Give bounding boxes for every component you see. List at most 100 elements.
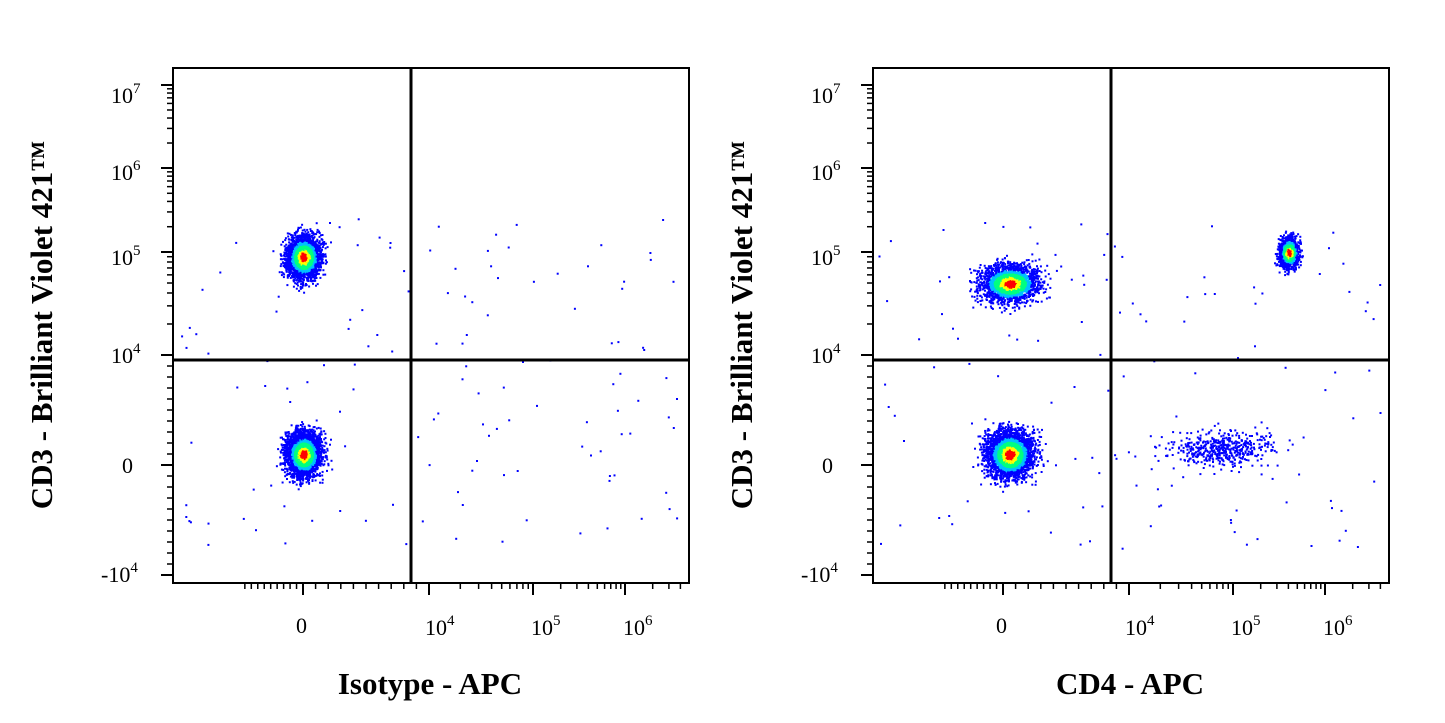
event-point <box>297 432 300 435</box>
event-point <box>323 445 326 448</box>
event-point <box>318 240 321 243</box>
event-point <box>290 248 293 251</box>
event-point <box>289 451 292 454</box>
event-point <box>319 460 322 463</box>
event-point <box>326 469 328 472</box>
event-point <box>291 473 294 476</box>
event-point <box>318 247 320 250</box>
event-point <box>308 433 311 436</box>
event-point <box>307 475 310 478</box>
event-point <box>299 429 302 432</box>
event-point <box>295 443 298 446</box>
event-point <box>309 470 312 472</box>
event-point <box>300 241 303 244</box>
event-point <box>316 446 319 449</box>
event-point <box>308 247 311 250</box>
event-point <box>287 472 289 475</box>
event-point <box>313 271 316 274</box>
event-point <box>308 252 311 255</box>
event-point <box>294 282 297 285</box>
event-point <box>297 273 300 276</box>
event-point <box>313 277 316 280</box>
event-point <box>305 242 308 244</box>
event-point <box>339 410 341 413</box>
event-point <box>579 532 582 535</box>
event-point <box>304 247 307 250</box>
event-point <box>321 481 324 484</box>
event-point <box>662 219 665 221</box>
event-point <box>279 258 282 261</box>
event-point <box>465 365 468 368</box>
event-point <box>642 346 645 349</box>
event-point <box>319 454 322 457</box>
event-point <box>620 433 623 436</box>
event-point <box>305 433 308 436</box>
event-point <box>289 273 292 276</box>
event-point <box>288 241 291 244</box>
event-point <box>623 280 626 283</box>
event-point <box>495 427 498 430</box>
event-point <box>297 439 300 442</box>
event-point <box>290 233 292 236</box>
event-point <box>285 448 288 450</box>
event-point <box>295 466 298 469</box>
event-point <box>299 269 302 272</box>
event-point <box>310 468 313 471</box>
event-point <box>495 233 498 236</box>
event-point <box>286 478 288 480</box>
event-point <box>308 428 311 431</box>
event-point <box>307 239 310 242</box>
event-point <box>319 257 322 260</box>
event-point <box>283 471 286 474</box>
event-point <box>289 255 292 258</box>
event-point <box>287 254 290 257</box>
event-point <box>316 262 319 265</box>
event-point <box>294 271 297 274</box>
event-point <box>312 232 315 234</box>
event-point <box>649 252 652 254</box>
event-point <box>279 253 282 256</box>
event-point <box>314 479 317 482</box>
event-point <box>294 442 297 445</box>
event-point <box>292 272 295 274</box>
event-point <box>290 469 293 472</box>
event-point <box>314 449 317 452</box>
event-point <box>291 454 294 456</box>
event-point <box>283 452 286 455</box>
event-point <box>311 465 314 468</box>
event-point <box>303 429 306 431</box>
event-point <box>285 270 288 273</box>
event-point <box>668 508 671 511</box>
event-point <box>292 269 295 272</box>
event-point <box>289 401 292 403</box>
event-point <box>317 266 320 269</box>
event-point <box>320 255 323 258</box>
event-point <box>324 451 327 454</box>
event-point <box>317 253 320 256</box>
event-point <box>290 251 293 254</box>
event-point <box>317 259 320 262</box>
event-point <box>299 473 302 476</box>
event-point <box>288 453 291 456</box>
event-point <box>314 267 317 269</box>
event-point <box>303 228 306 231</box>
event-point <box>287 431 290 433</box>
event-point <box>291 456 294 459</box>
event-point <box>291 432 294 435</box>
event-point <box>304 236 307 239</box>
event-point <box>323 451 325 454</box>
event-point <box>282 453 285 456</box>
event-point <box>277 448 280 451</box>
event-point <box>301 429 304 432</box>
event-point <box>312 265 314 267</box>
event-point <box>302 279 305 282</box>
plot-isotype: 107 106 105 104 0 -104 0 104 105 106 Iso… <box>24 67 690 701</box>
event-point <box>302 246 305 249</box>
event-point <box>280 448 283 451</box>
event-point <box>286 450 289 453</box>
event-point <box>329 443 331 446</box>
event-point <box>313 432 316 435</box>
event-point <box>288 258 291 261</box>
event-point <box>637 399 640 402</box>
event-point <box>307 429 309 432</box>
